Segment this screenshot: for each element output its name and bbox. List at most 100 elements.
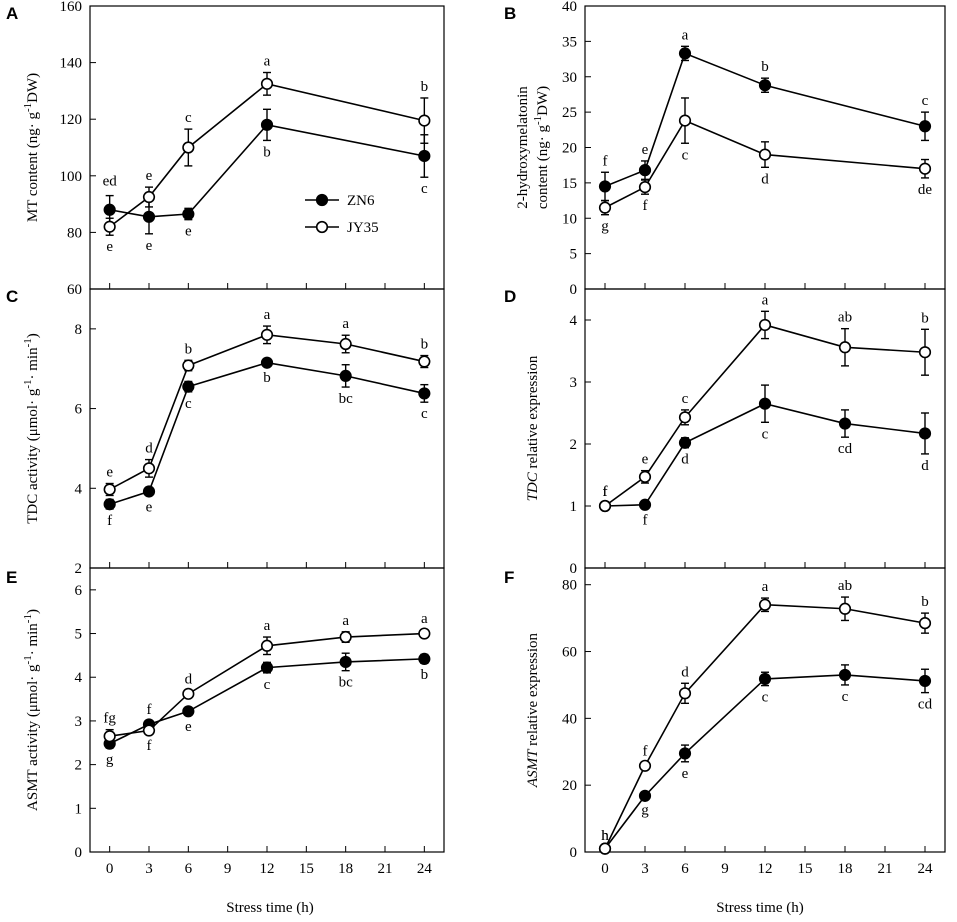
y-tick-label: 25 <box>562 105 577 121</box>
y-tick-label: 3 <box>75 714 83 730</box>
data-point-zn6 <box>142 485 156 498</box>
significance-letter: c <box>185 396 192 412</box>
significance-letter: g <box>601 219 609 235</box>
x-tick-label: 24 <box>417 861 433 877</box>
y-tick-label: 4 <box>75 481 83 497</box>
y-tick-label: 30 <box>562 70 577 86</box>
panel-a: A 60 80 100 120 140 160 MT content (ng· g-1DW) e… <box>6 0 445 298</box>
data-point-jy35 <box>260 77 274 90</box>
data-point-jy35 <box>103 220 116 233</box>
legend: ZN6 JY35 <box>305 193 379 236</box>
y-tick-label: 6 <box>75 402 83 418</box>
legend-marker-zn6 <box>315 193 329 207</box>
significance-letter: c <box>185 110 192 126</box>
significance-letter: h <box>601 828 609 844</box>
significance-letter: d <box>145 441 153 457</box>
significance-letter: bc <box>339 675 354 691</box>
data-point-jy35 <box>418 114 431 127</box>
title-segment: · min <box>25 623 41 656</box>
data-point-jy35 <box>182 141 195 154</box>
data-point-zn6 <box>678 436 692 449</box>
significance-letter: fg <box>103 711 116 727</box>
significance-letter: c <box>421 406 428 422</box>
y-tick-label: 1 <box>75 801 83 817</box>
significance-letter: b <box>263 370 271 386</box>
significance-letter: f <box>643 512 648 528</box>
data-point-jy35 <box>638 181 652 194</box>
data-point-zn6 <box>678 747 692 760</box>
superscript: -1 <box>22 103 34 112</box>
y-tick-label: 40 <box>562 711 577 727</box>
significance-letter: e <box>185 224 192 240</box>
y-tick-label: 4 <box>75 670 83 686</box>
significance-letter: c <box>264 677 271 693</box>
significance-letter: de <box>918 182 933 198</box>
significance-letter: bc <box>339 391 354 407</box>
significance-letter: e <box>106 465 113 481</box>
significance-letter: f <box>147 738 152 754</box>
data-point-zn6 <box>103 498 116 511</box>
panel-letter: D <box>504 287 516 306</box>
x-tick-label: 3 <box>641 861 649 877</box>
x-tick-label: 9 <box>224 861 232 877</box>
y-tick-label: 60 <box>67 282 82 298</box>
y-axis-title: MT content (ng· g-1DW) <box>22 73 41 222</box>
data-point-zn6 <box>339 369 352 382</box>
y-tick-label: 120 <box>60 112 83 128</box>
x-axis-title-left: Stress time (h) <box>226 900 314 916</box>
series-line-jy35 <box>109 334 425 491</box>
data-point-jy35 <box>142 462 156 475</box>
significance-letter: f <box>147 702 152 718</box>
significance-letter: c <box>682 391 689 407</box>
significance-letter: d <box>761 171 769 187</box>
data-point-zn6 <box>678 47 692 60</box>
x-tick-label: 3 <box>145 861 153 877</box>
data-point-jy35 <box>638 470 652 483</box>
x-tick-label: 6 <box>681 861 689 877</box>
y-tick-label: 20 <box>562 141 577 157</box>
data-point-zn6 <box>758 672 772 686</box>
y-tick-label: 140 <box>60 56 83 72</box>
y-tick-label: 3 <box>570 375 578 391</box>
significance-letter: h <box>601 828 609 844</box>
legend-marker-jy35 <box>315 220 329 234</box>
legend-label: ZN6 <box>347 193 375 209</box>
data-point-jy35 <box>838 341 852 354</box>
data-point-jy35 <box>758 148 772 161</box>
y-tick-label: 20 <box>562 778 577 794</box>
panel-b: B 0 5 10 15 20 25 30 35 40 2-hydroxymelatonin conte… <box>504 0 946 298</box>
significance-letter: e <box>682 766 689 782</box>
y-axis-title: ASMT activity (μmol· g-1· min-1) <box>22 609 41 811</box>
title-segment: ) <box>25 609 41 614</box>
significance-letter: e <box>106 239 113 255</box>
superscript: -1 <box>22 655 34 664</box>
significance-letter: b <box>421 79 429 95</box>
significance-letter: f <box>603 484 608 500</box>
title-segment: · min <box>25 347 41 380</box>
data-point-jy35 <box>838 602 852 615</box>
significance-letter: d <box>681 664 689 680</box>
y-tick-label: 15 <box>562 176 577 192</box>
y-tick-label: 80 <box>562 578 577 594</box>
data-point-jy35 <box>339 630 352 644</box>
superscript: -1 <box>532 116 544 125</box>
title-segment: TDC <box>525 471 541 501</box>
significance-letter: g <box>641 803 649 819</box>
y-tick-label: 2 <box>75 758 83 774</box>
series-line-jy35 <box>604 324 926 507</box>
series-line-zn6 <box>604 402 926 507</box>
x-tick-label: 6 <box>185 861 193 877</box>
panel-letter: B <box>504 4 516 23</box>
significance-letter: f <box>643 743 648 759</box>
y-axis-title: ASMT relative expression <box>525 632 541 788</box>
significance-letter: b <box>421 337 429 353</box>
y-tick-label: 8 <box>75 322 83 338</box>
y-tick-label: 60 <box>562 645 577 661</box>
data-point-jy35 <box>598 201 612 214</box>
data-point-jy35 <box>142 724 156 737</box>
significance-letter: b <box>421 667 429 683</box>
data-point-zn6 <box>418 387 431 400</box>
x-tick-label: 0 <box>601 861 609 877</box>
